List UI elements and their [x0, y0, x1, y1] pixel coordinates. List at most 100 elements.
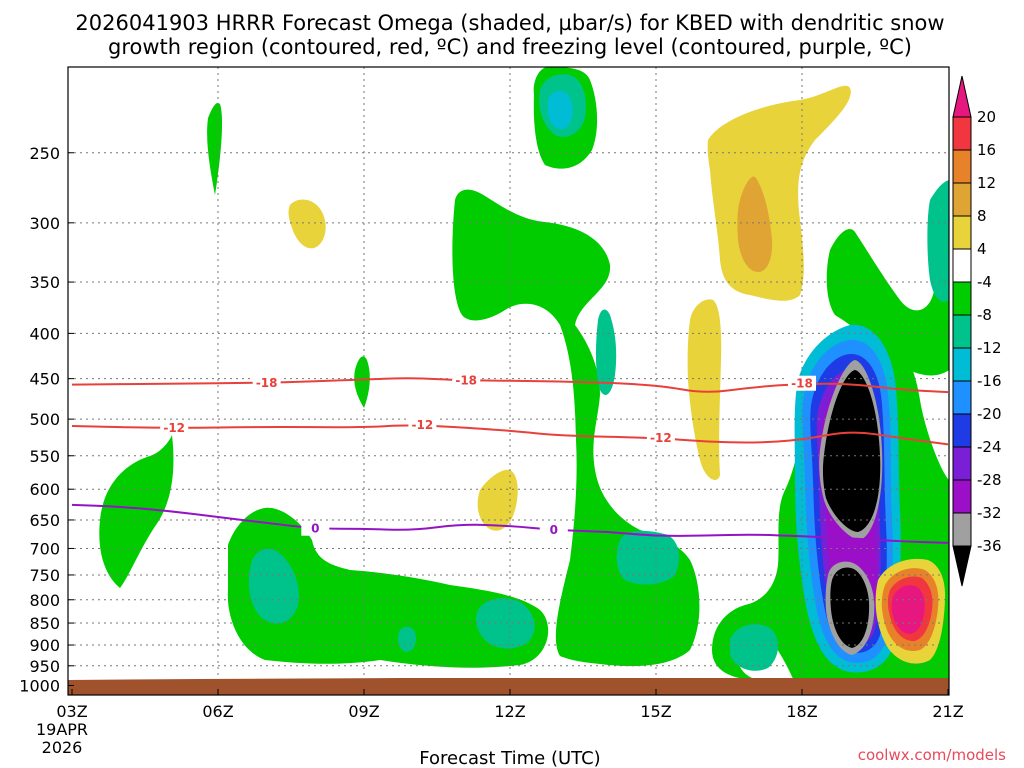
omega-region-teal-low-right — [730, 624, 779, 671]
omega-region-cyan-top — [548, 90, 573, 130]
colorbar-label: 4 — [977, 240, 987, 258]
omega-shading — [99, 67, 949, 695]
colorbar-swatch — [952, 380, 972, 415]
contour-label: -18 — [791, 377, 813, 391]
contour-label: 0 — [550, 523, 558, 537]
y-tick-label: 1000 — [19, 677, 60, 696]
omega-region-teal-d — [595, 309, 617, 395]
contour-label: -12 — [163, 421, 185, 435]
x-start-date-line2: 2026 — [42, 738, 83, 757]
omega-region-pink-lower-right — [891, 585, 925, 634]
colorbar-label: -8 — [977, 306, 992, 324]
x-axis-ticks: 03Z 06Z 09Z 12Z 15Z 18Z 21Z — [56, 689, 964, 721]
x-tick-label: 21Z — [932, 702, 963, 721]
y-tick-label: 750 — [29, 566, 60, 585]
x-tick-label: 09Z — [348, 702, 379, 721]
omega-region-yellow-a — [288, 199, 326, 249]
contour-label: -12 — [650, 431, 672, 445]
y-axis-ticks: 250 300 350 400 450 500 550 600 650 700 750 800 850 9… — [19, 144, 74, 696]
colorbar-swatch — [952, 479, 972, 514]
y-tick-label: 400 — [29, 324, 60, 343]
colorbar-swatch — [952, 281, 972, 316]
omega-region-teal-c — [616, 530, 680, 585]
colorbar-label: -28 — [977, 471, 1002, 489]
colorbar-label: -16 — [977, 372, 1002, 390]
credit-text: coolwx.com/models — [858, 746, 1006, 764]
y-tick-label: 800 — [29, 591, 60, 610]
x-tick-label: 18Z — [786, 702, 817, 721]
contour-label-bg — [408, 417, 437, 433]
colorbar-label: -4 — [977, 273, 992, 291]
omega-region-teal-a — [248, 548, 299, 624]
ground-terrain — [68, 678, 949, 695]
contour-label-bg — [646, 430, 675, 446]
colorbar-label: -20 — [977, 405, 1002, 423]
y-tick-label: 850 — [29, 614, 60, 633]
colorbar-swatch — [952, 446, 972, 481]
omega-region-black-upper — [822, 370, 881, 532]
x-tick-label: 06Z — [202, 702, 233, 721]
y-tick-label: 350 — [29, 273, 60, 292]
colorbar-label: 8 — [977, 207, 987, 225]
colorbar-swatch — [952, 116, 972, 151]
contour-label: -12 — [412, 418, 434, 432]
omega-region-teal-b — [476, 598, 535, 649]
colorbar-label: 16 — [977, 141, 996, 159]
colorbar-swatch — [952, 512, 972, 547]
chart-title-line1: 2026041903 HRRR Forecast Omega (shaded, … — [75, 11, 944, 35]
y-tick-label: 450 — [29, 370, 60, 389]
contour-line — [71, 377, 949, 394]
contour-line — [71, 424, 949, 446]
y-tick-label: 650 — [29, 511, 60, 530]
omega-region-teal-right-edge — [927, 180, 949, 302]
colorbar-arrow-top — [952, 75, 972, 118]
omega-region-yellow-c — [687, 299, 722, 480]
x-tick-label: 03Z — [56, 702, 87, 721]
contour-label-bg — [252, 374, 281, 390]
y-tick-label: 250 — [29, 144, 60, 163]
y-tick-label: 300 — [29, 214, 60, 233]
colorbar-swatch — [952, 413, 972, 448]
colorbar-swatch — [952, 215, 972, 250]
colorbar: 20 16 12 8 4 -4 -8 -12 -16 -20 -24 -28 -32 -36 — [952, 75, 1002, 587]
contour-label-bg — [160, 420, 189, 436]
contour-labels: -18 -18 -18 -12 -12 -12 0 0 — [160, 372, 816, 537]
chart-title-line2: growth region (contoured, red, ºC) and f… — [108, 35, 912, 59]
contours — [71, 377, 949, 544]
colorbar-label: 12 — [977, 174, 996, 192]
colorbar-swatch — [952, 347, 972, 382]
colorbar-label: -12 — [977, 339, 1002, 357]
contour-label-bg — [788, 375, 816, 391]
contour-line — [71, 503, 949, 544]
colorbar-swatch — [952, 248, 972, 283]
colorbar-label: -32 — [977, 504, 1002, 522]
omega-region-green-left — [99, 435, 174, 588]
omega-region-black-lower — [830, 567, 870, 648]
contour-label: -18 — [455, 373, 477, 387]
omega-region-green-spike-09z — [354, 356, 370, 408]
x-tick-label: 15Z — [640, 702, 671, 721]
colorbar-arrow-bottom — [952, 545, 972, 587]
y-tick-label: 600 — [29, 480, 60, 499]
x-start-date-line1: 19APR — [36, 720, 88, 739]
colorbar-label: -36 — [977, 537, 1002, 555]
colorbar-swatch — [952, 182, 972, 217]
x-tick-label: 12Z — [494, 702, 525, 721]
contour-label: -18 — [256, 376, 278, 390]
omega-region-yellow-b — [477, 469, 518, 531]
colorbar-swatch — [952, 314, 972, 349]
x-axis-title: Forecast Time (UTC) — [419, 748, 600, 768]
contour-label-bg — [301, 520, 330, 536]
omega-region-orange — [737, 176, 773, 272]
y-tick-label: 900 — [29, 636, 60, 655]
colorbar-label: 20 — [977, 108, 996, 126]
omega-region-green-right-upper — [826, 212, 949, 376]
contour-label-bg — [539, 521, 568, 537]
contour-label-bg — [452, 372, 481, 388]
y-tick-label: 500 — [29, 410, 60, 429]
y-tick-label: 700 — [29, 539, 60, 558]
colorbar-label: -24 — [977, 438, 1002, 456]
omega-region-teal-f — [398, 626, 416, 652]
colorbar-swatch — [952, 149, 972, 184]
